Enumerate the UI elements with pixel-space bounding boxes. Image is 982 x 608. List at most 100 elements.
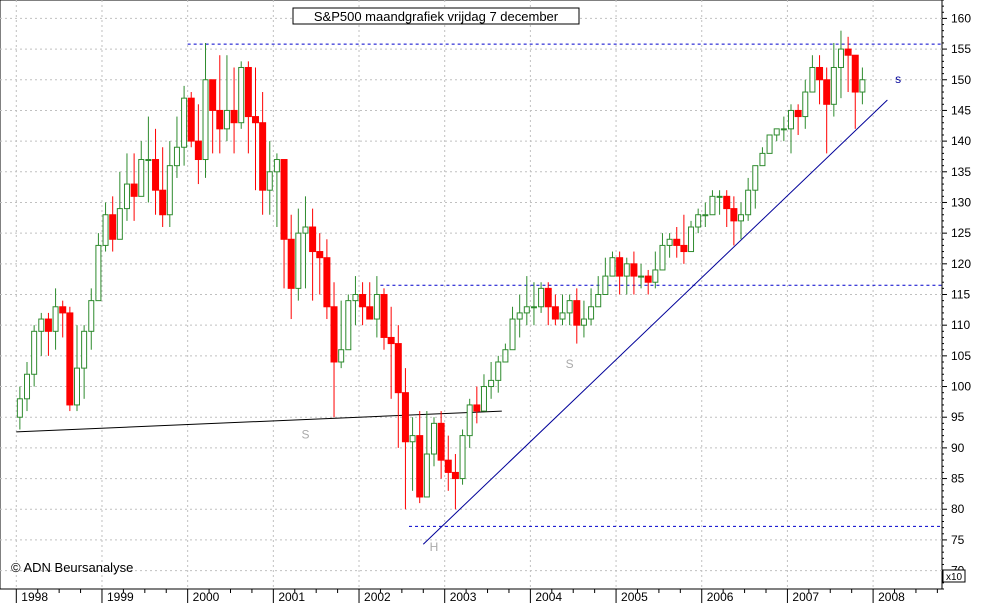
candle-body-up	[173, 146, 180, 167]
candle-body-up	[373, 294, 380, 320]
candle-body-up	[466, 404, 473, 437]
candle-body-up	[338, 349, 345, 363]
candle-body-down	[280, 159, 288, 240]
candle	[566, 294, 573, 326]
y-tick-label: 145	[951, 103, 971, 117]
y-tick-label: 95	[951, 410, 965, 424]
candle-body-up	[830, 66, 837, 105]
candle-body-up	[787, 109, 794, 130]
candle	[209, 79, 217, 154]
candle-body-down	[680, 244, 688, 253]
candle-body-up	[523, 306, 530, 314]
y-tick-label: 125	[951, 226, 971, 240]
candle	[488, 361, 495, 399]
candle-body-up	[238, 66, 245, 124]
x-tick-label: 1999	[107, 590, 134, 603]
candle-body-down	[473, 404, 481, 412]
candle-body-up	[638, 275, 645, 278]
candle-body-up	[652, 269, 659, 283]
annotation-label: S	[566, 357, 574, 371]
candle	[730, 196, 738, 246]
candle-body-down	[401, 392, 409, 443]
candle	[24, 361, 31, 412]
candle-body-down	[316, 251, 324, 259]
candle	[59, 300, 67, 338]
x-tick-label: 2006	[707, 590, 734, 603]
candle-body-up	[166, 165, 173, 216]
candle	[380, 288, 388, 350]
candle-body-down	[194, 140, 202, 161]
candle	[830, 42, 837, 117]
candle	[387, 306, 395, 399]
candle-body-up	[116, 208, 123, 240]
candle-body-up	[773, 128, 780, 136]
y-tick-label: 160	[951, 11, 971, 25]
candle	[666, 233, 673, 258]
candle	[31, 325, 38, 387]
candle-body-up	[145, 159, 152, 162]
candle-body-down	[359, 294, 367, 308]
candle-body-up	[302, 226, 309, 234]
candle	[130, 153, 138, 221]
candle	[338, 300, 345, 369]
candle	[837, 30, 844, 99]
candle	[430, 417, 437, 467]
watermark: © ADN Beursanalyse	[11, 560, 133, 575]
candle	[409, 417, 416, 491]
candle	[280, 159, 288, 289]
candle	[844, 36, 852, 93]
candle-body-up	[73, 367, 80, 406]
y-tick-label: 75	[951, 533, 965, 547]
candle-body-down	[109, 214, 117, 240]
candle	[809, 55, 816, 93]
candle-body-down	[451, 471, 459, 480]
candle-body-down	[387, 336, 395, 345]
candle-body-up	[509, 318, 516, 351]
annotation-label: s	[895, 72, 901, 86]
candle	[502, 343, 509, 363]
candle	[709, 190, 716, 216]
x-tick-label: 2000	[193, 590, 220, 603]
candle	[187, 92, 195, 148]
candle	[766, 134, 773, 154]
candle	[595, 276, 602, 308]
candle	[302, 196, 309, 289]
candle	[73, 325, 80, 412]
candle	[366, 282, 374, 320]
candle	[44, 312, 52, 356]
candle	[66, 306, 74, 412]
candle-body-down	[187, 97, 195, 142]
candle-body-down	[251, 116, 259, 124]
candle	[52, 288, 59, 350]
candle-body-down	[816, 66, 824, 81]
candle	[459, 429, 466, 485]
candle	[544, 282, 552, 326]
candle	[738, 202, 745, 240]
candle-body-up	[352, 294, 359, 302]
candle-body-up	[809, 66, 816, 93]
candle-body-up	[595, 294, 602, 308]
candle-body-up	[516, 312, 523, 320]
candle-body-down	[394, 343, 402, 394]
annotation-label: H	[430, 540, 439, 554]
candle-body-up	[31, 330, 38, 375]
candle	[623, 257, 630, 295]
candle	[716, 190, 723, 215]
candle-body-up	[181, 97, 188, 148]
candle	[752, 165, 759, 209]
candle	[359, 282, 367, 326]
candle-body-up	[138, 159, 145, 197]
candle-body-down	[630, 263, 638, 277]
y-tick-label: 80	[951, 502, 965, 516]
y-tick-label: 120	[951, 257, 971, 271]
candle-body-down	[66, 312, 74, 406]
candle-body-up	[588, 306, 595, 320]
candle	[116, 171, 123, 240]
candle	[702, 202, 709, 228]
candle	[202, 42, 209, 178]
candle	[473, 386, 481, 424]
candle	[81, 325, 88, 399]
y-tick-label: 90	[951, 441, 965, 455]
candle	[159, 147, 167, 228]
